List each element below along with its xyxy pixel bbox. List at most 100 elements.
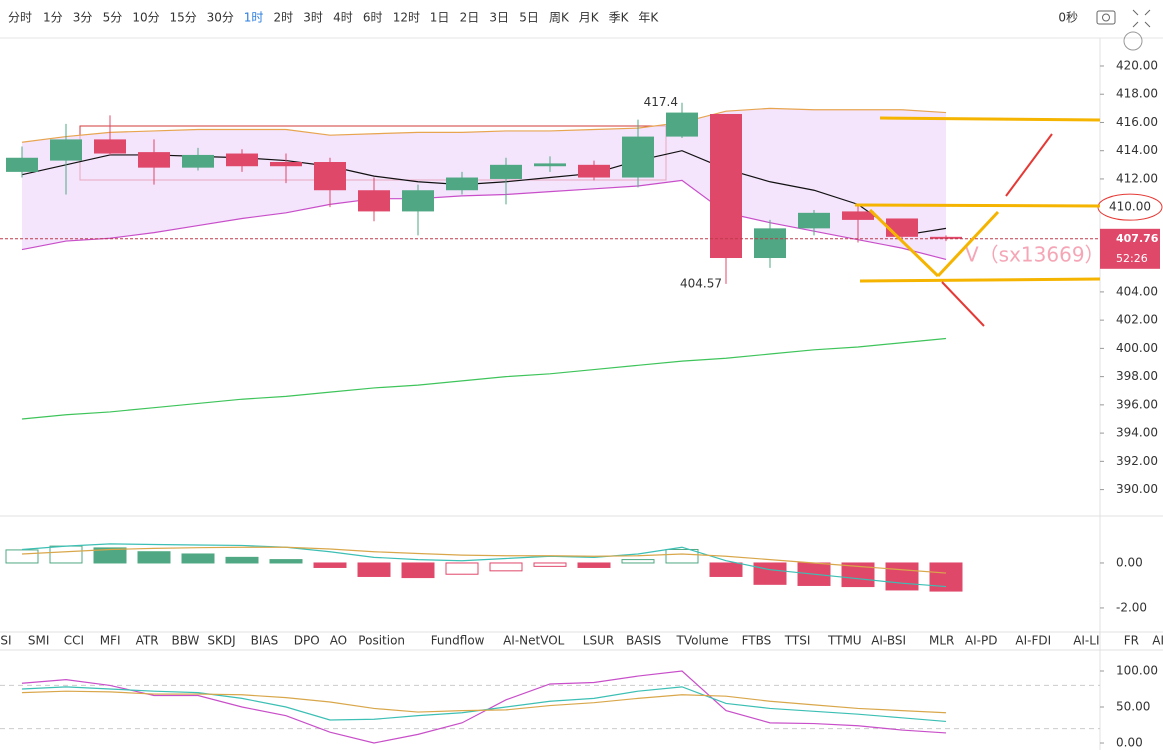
indicator-tab[interactable]: AI-PD: [965, 634, 998, 648]
watermark: V（sx13669）: [965, 242, 1105, 266]
candle-body: [578, 164, 610, 178]
candle-body: [930, 236, 962, 239]
collapse-icon[interactable]: [1123, 31, 1143, 51]
indicator-tab[interactable]: SKDJ: [207, 634, 235, 648]
macd-bar: [841, 562, 875, 588]
interval-button[interactable]: 1分: [43, 11, 63, 25]
macd-bar: [225, 556, 259, 564]
macd-bar: [93, 547, 127, 564]
y-tick-label: 404.00: [1116, 284, 1158, 298]
indicator-tab[interactable]: RSI: [0, 634, 12, 648]
candle-body: [402, 190, 434, 212]
y-tick-label: 392.00: [1116, 454, 1158, 468]
indicator-tab[interactable]: AO: [330, 634, 347, 648]
arrow: [868, 208, 940, 278]
indicator-tab[interactable]: FR: [1124, 634, 1139, 648]
macd-bar: [665, 548, 699, 564]
macd-bar: [753, 562, 787, 585]
interval-button[interactable]: 分时: [8, 11, 32, 25]
interval-button[interactable]: 5分: [103, 11, 123, 25]
indicator-line: [21, 690, 947, 714]
indicator-tab[interactable]: ATR: [136, 634, 159, 648]
macd-bar: [577, 562, 611, 568]
interval-button[interactable]: 月K: [579, 11, 600, 25]
y-tick-label: 398.00: [1116, 369, 1158, 383]
macd-bar: [621, 559, 655, 564]
interval-button[interactable]: 6时: [363, 11, 383, 25]
candle-body: [270, 161, 302, 167]
y-tick-label: 400.00: [1116, 341, 1158, 355]
indicator-tab[interactable]: BBW: [172, 634, 200, 648]
candle-body: [666, 112, 698, 137]
y-tick-label: 396.00: [1116, 397, 1158, 411]
indicator-tab[interactable]: BASIS: [626, 634, 661, 648]
indicator-tab[interactable]: MLR: [929, 634, 954, 648]
candle-body: [138, 152, 170, 168]
indicator-tab[interactable]: TTSI: [784, 634, 811, 648]
max-label: 417.4: [644, 95, 678, 109]
interval-button[interactable]: 4时: [333, 11, 353, 25]
indicator-line: [21, 179, 947, 261]
indicator-tab[interactable]: LSUR: [583, 634, 614, 648]
price-tag-text: 407.76: [1116, 232, 1159, 245]
macd-bar: [137, 551, 171, 564]
expand-icon[interactable]: [1132, 9, 1151, 28]
interval-button[interactable]: 年K: [638, 11, 659, 25]
indicator-tab[interactable]: FTBS: [742, 634, 772, 648]
indicator-tab[interactable]: AI-BST: [1152, 634, 1163, 648]
interval-button[interactable]: 3日: [489, 11, 509, 25]
indicator-tab[interactable]: Fundflow: [431, 634, 485, 648]
interval-button[interactable]: 3分: [73, 11, 93, 25]
arrow: [1005, 133, 1053, 197]
candle-body: [490, 164, 522, 179]
candle-body: [842, 211, 874, 220]
candle-body: [182, 154, 214, 168]
interval-button[interactable]: 1日: [430, 11, 450, 25]
interval-button[interactable]: 2时: [274, 11, 294, 25]
interval-button[interactable]: 1时: [244, 11, 264, 25]
interval-button[interactable]: 12时: [393, 11, 420, 25]
interval-button[interactable]: 季K: [609, 11, 630, 25]
interval-button[interactable]: 15分: [170, 11, 197, 25]
candle-body: [886, 218, 918, 237]
interval-button[interactable]: 周K: [549, 11, 570, 25]
interval-button[interactable]: 10分: [132, 11, 159, 25]
indicator-tab[interactable]: TVolume: [676, 634, 729, 648]
indicator-line: [21, 150, 947, 237]
camera-icon[interactable]: [1096, 10, 1116, 25]
indicator-tab[interactable]: AI-LI: [1073, 634, 1099, 648]
level-label: 410.00: [1109, 200, 1151, 214]
indicator-tab[interactable]: Position: [358, 634, 405, 648]
interval-button[interactable]: 30分: [207, 11, 234, 25]
candle-body: [94, 139, 126, 154]
macd-bar: [929, 562, 963, 592]
indicator-tab[interactable]: MFI: [100, 634, 121, 648]
arrow: [941, 281, 985, 327]
macd-bar: [401, 562, 435, 579]
candle-body: [6, 157, 38, 172]
macd-bar: [885, 562, 919, 591]
indicator-tab[interactable]: AI-FDI: [1015, 634, 1051, 648]
interval-button[interactable]: 5日: [519, 11, 539, 25]
interval-button[interactable]: 3时: [303, 11, 323, 25]
indicator-tab[interactable]: TTMU: [827, 634, 862, 648]
indicator-tab[interactable]: AI-BSI: [871, 634, 906, 648]
candle-body: [710, 113, 742, 259]
indicator-tab[interactable]: AI-NetVOL: [503, 634, 565, 648]
indicator-tab[interactable]: BIAS: [251, 634, 279, 648]
indicator-line: [21, 546, 947, 574]
indicator-tab[interactable]: DPO: [294, 634, 320, 648]
macd-bar: [533, 562, 567, 567]
indicator-tab[interactable]: CCI: [64, 634, 84, 648]
y-tick-label: -2.00: [1116, 600, 1147, 614]
price-tag: [1100, 228, 1160, 269]
y-tick-label: 416.00: [1116, 115, 1158, 129]
y-tick-label: 50.00: [1116, 700, 1150, 714]
candle-body: [754, 228, 786, 259]
indicator-tab[interactable]: SMI: [28, 634, 50, 648]
countdown: 52:26: [1116, 252, 1148, 265]
interval-button[interactable]: 2日: [460, 11, 480, 25]
macd-bar: [181, 553, 215, 564]
arrow: [936, 210, 1000, 278]
